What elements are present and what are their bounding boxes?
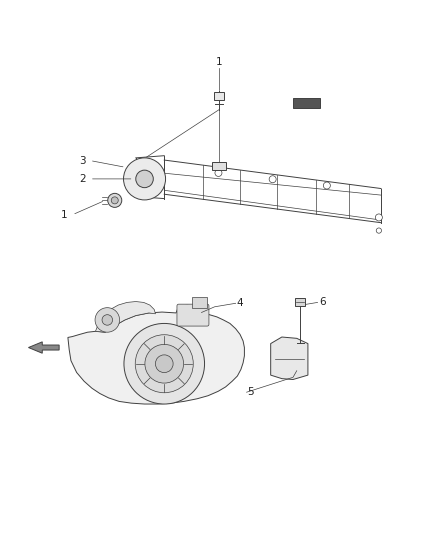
Polygon shape <box>271 337 308 379</box>
Circle shape <box>323 182 330 189</box>
FancyBboxPatch shape <box>177 304 209 326</box>
Circle shape <box>215 169 222 176</box>
Circle shape <box>135 335 193 393</box>
Circle shape <box>124 158 166 200</box>
FancyBboxPatch shape <box>293 98 320 108</box>
Polygon shape <box>68 305 244 404</box>
Circle shape <box>111 197 118 204</box>
FancyBboxPatch shape <box>214 92 224 100</box>
Text: 6: 6 <box>320 297 326 308</box>
FancyBboxPatch shape <box>295 298 305 306</box>
Circle shape <box>124 324 205 404</box>
FancyBboxPatch shape <box>192 297 207 308</box>
Circle shape <box>108 193 122 207</box>
Circle shape <box>155 355 173 373</box>
Text: 4: 4 <box>237 298 243 308</box>
Text: 2: 2 <box>79 174 85 184</box>
Circle shape <box>136 170 153 188</box>
Circle shape <box>269 176 276 183</box>
Polygon shape <box>95 302 155 332</box>
Circle shape <box>95 308 120 332</box>
FancyBboxPatch shape <box>212 162 226 169</box>
Circle shape <box>376 228 381 233</box>
Text: 3: 3 <box>79 156 85 166</box>
Polygon shape <box>28 342 59 353</box>
Circle shape <box>102 314 113 325</box>
Circle shape <box>145 344 184 383</box>
Text: 5: 5 <box>247 387 254 397</box>
Text: 1: 1 <box>215 57 223 67</box>
Text: 1: 1 <box>61 210 68 220</box>
Circle shape <box>375 214 382 221</box>
